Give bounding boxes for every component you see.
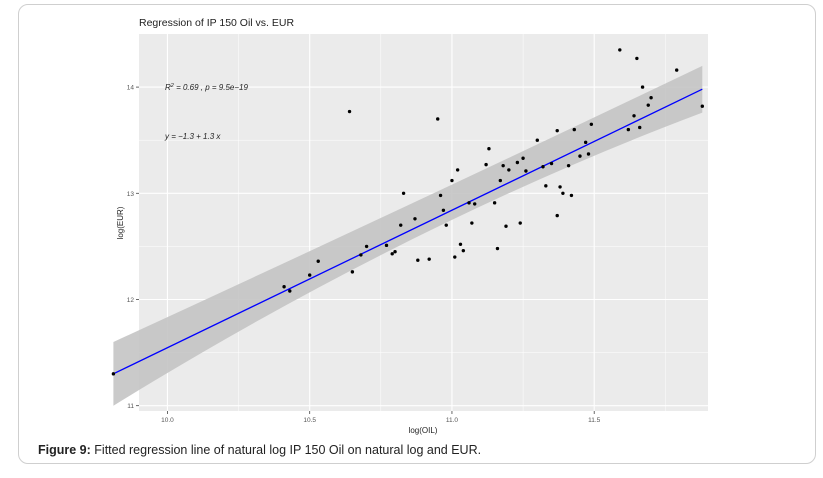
x-tick-label: 11.5 xyxy=(588,417,601,424)
data-point xyxy=(436,117,440,121)
data-point xyxy=(569,193,574,198)
data-point xyxy=(578,154,582,158)
data-point xyxy=(455,168,460,172)
data-point xyxy=(364,244,369,249)
data-point xyxy=(458,242,463,246)
data-point xyxy=(282,285,286,289)
data-point xyxy=(347,109,352,114)
data-point xyxy=(484,162,488,167)
x-axis-label: log(OIL) xyxy=(409,426,438,435)
data-point xyxy=(401,191,406,195)
data-point xyxy=(649,96,653,100)
data-point xyxy=(549,161,554,166)
caption-label: Figure 9: xyxy=(38,443,91,457)
data-point xyxy=(518,221,522,225)
data-point xyxy=(618,48,622,52)
data-point xyxy=(467,201,471,205)
r2-superscript: 2 xyxy=(170,83,174,89)
data-point xyxy=(427,257,431,261)
x-tick-label: 10.0 xyxy=(161,417,174,424)
y-tick-label: 13 xyxy=(127,191,135,198)
data-point xyxy=(470,221,474,225)
data-point xyxy=(638,125,642,130)
data-point xyxy=(399,223,403,227)
data-point xyxy=(675,68,679,72)
figure-caption: Figure 9: Fitted regression line of natu… xyxy=(38,443,481,457)
data-point xyxy=(589,122,594,126)
regression-line xyxy=(113,88,703,375)
data-point xyxy=(515,160,520,165)
equation-annotation: y = −1.3 + 1.3 x xyxy=(164,132,221,141)
confidence-band xyxy=(113,65,703,406)
data-point xyxy=(288,289,292,293)
data-point xyxy=(541,165,545,169)
y-tick-label: 12 xyxy=(127,297,135,304)
data-point xyxy=(416,258,420,262)
data-point xyxy=(632,114,636,118)
data-point xyxy=(700,104,705,108)
r-squared-annotation: R2 = 0.69 , p = 9.5e−19 xyxy=(165,83,248,92)
x-tick-label: 10.5 xyxy=(303,417,316,424)
data-point xyxy=(521,156,525,160)
caption-text: Fitted regression line of natural log IP… xyxy=(94,443,482,457)
data-point xyxy=(586,152,591,156)
data-point xyxy=(524,169,528,173)
x-tick-label: 11.0 xyxy=(446,417,459,424)
data-point xyxy=(350,270,355,274)
data-point xyxy=(390,252,394,256)
data-point xyxy=(646,103,650,107)
x-axis: 10.0 10.5 11.0 11.5 xyxy=(161,411,601,424)
data-point xyxy=(561,191,565,195)
data-point xyxy=(544,184,548,188)
data-point xyxy=(572,127,576,132)
data-point xyxy=(487,146,491,151)
data-point xyxy=(316,259,320,263)
data-point xyxy=(640,85,645,89)
data-point xyxy=(555,213,559,218)
chart-title: Regression of IP 150 Oil vs. EUR xyxy=(139,17,294,29)
data-point xyxy=(558,185,562,189)
r2-value: = 0.69 , p = 9.5e−19 xyxy=(174,83,249,92)
data-point xyxy=(583,140,588,145)
data-point xyxy=(473,202,477,206)
data-point xyxy=(111,372,116,376)
r2-label: R xyxy=(165,83,171,92)
regression-chart: 10.0 10.5 11.0 11.5 11 12 13 14 Regression of … xyxy=(111,17,708,435)
data-point xyxy=(444,223,448,227)
data-point xyxy=(495,246,500,251)
data-points xyxy=(111,48,705,376)
data-point xyxy=(498,178,503,183)
data-point xyxy=(507,168,511,172)
data-point xyxy=(441,208,446,212)
data-point xyxy=(359,253,363,257)
y-axis: 11 12 13 14 xyxy=(127,85,139,410)
data-point xyxy=(461,248,466,253)
data-point xyxy=(413,217,417,221)
y-tick-label: 14 xyxy=(127,85,135,92)
data-point xyxy=(492,201,497,205)
data-point xyxy=(535,138,539,142)
data-point xyxy=(393,250,397,254)
data-point xyxy=(635,56,639,61)
data-point xyxy=(384,243,389,248)
data-point xyxy=(453,255,457,259)
data-point xyxy=(566,163,571,168)
data-point xyxy=(555,128,559,133)
y-axis-label: log(EUR) xyxy=(116,206,125,239)
data-point xyxy=(501,163,505,168)
data-point xyxy=(450,178,454,183)
data-point xyxy=(626,127,631,132)
data-point xyxy=(438,193,443,198)
data-point xyxy=(504,224,508,228)
data-point xyxy=(308,273,312,277)
y-tick-label: 11 xyxy=(127,403,134,410)
